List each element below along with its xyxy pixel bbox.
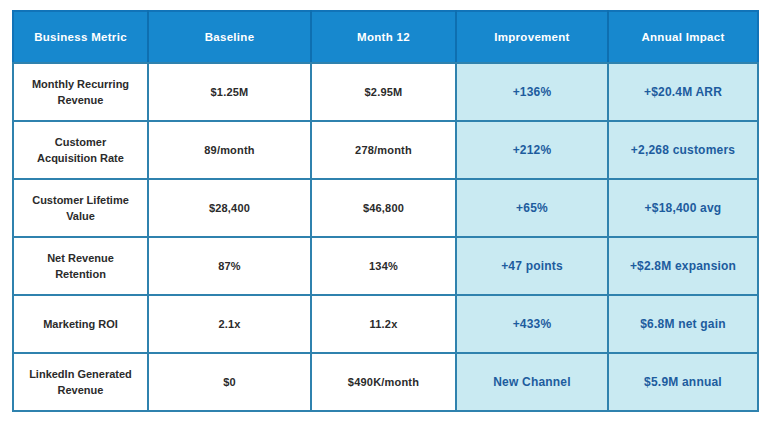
cell-impact: +$2.8M expansion: [608, 237, 758, 295]
cell-month12: 11.2x: [311, 295, 456, 353]
cell-improvement: +433%: [456, 295, 608, 353]
cell-impact: $6.8M net gain: [608, 295, 758, 353]
cell-improvement: +47 points: [456, 237, 608, 295]
cell-improvement: New Channel: [456, 353, 608, 411]
cell-baseline: $28,400: [148, 179, 311, 237]
cell-month12: 278/month: [311, 121, 456, 179]
header-improvement: Improvement: [456, 11, 608, 63]
header-row: Business Metric Baseline Month 12 Improv…: [13, 11, 758, 63]
cell-impact: +$20.4M ARR: [608, 63, 758, 121]
cell-impact: +$18,400 avg: [608, 179, 758, 237]
table-row: LinkedIn Generated Revenue $0 $490K/mont…: [13, 353, 758, 411]
table-row: Customer Acquisition Rate 89/month 278/m…: [13, 121, 758, 179]
header-month-12: Month 12: [311, 11, 456, 63]
cell-metric: Marketing ROI: [13, 295, 148, 353]
cell-baseline: 89/month: [148, 121, 311, 179]
cell-impact: +2,268 customers: [608, 121, 758, 179]
cell-month12: $490K/month: [311, 353, 456, 411]
cell-metric: Customer Lifetime Value: [13, 179, 148, 237]
table-row: Net Revenue Retention 87% 134% +47 point…: [13, 237, 758, 295]
cell-month12: $46,800: [311, 179, 456, 237]
cell-metric: Net Revenue Retention: [13, 237, 148, 295]
cell-impact: $5.9M annual: [608, 353, 758, 411]
cell-baseline: 87%: [148, 237, 311, 295]
cell-month12: $2.95M: [311, 63, 456, 121]
cell-metric: Customer Acquisition Rate: [13, 121, 148, 179]
cell-metric: Monthly Recurring Revenue: [13, 63, 148, 121]
metrics-table: Business Metric Baseline Month 12 Improv…: [12, 10, 759, 412]
table-row: Monthly Recurring Revenue $1.25M $2.95M …: [13, 63, 758, 121]
table-row: Marketing ROI 2.1x 11.2x +433% $6.8M net…: [13, 295, 758, 353]
cell-improvement: +136%: [456, 63, 608, 121]
cell-baseline: $1.25M: [148, 63, 311, 121]
cell-baseline: 2.1x: [148, 295, 311, 353]
cell-metric: LinkedIn Generated Revenue: [13, 353, 148, 411]
cell-month12: 134%: [311, 237, 456, 295]
header-business-metric: Business Metric: [13, 11, 148, 63]
header-annual-impact: Annual Impact: [608, 11, 758, 63]
table-row: Customer Lifetime Value $28,400 $46,800 …: [13, 179, 758, 237]
header-baseline: Baseline: [148, 11, 311, 63]
cell-improvement: +65%: [456, 179, 608, 237]
cell-baseline: $0: [148, 353, 311, 411]
cell-improvement: +212%: [456, 121, 608, 179]
business-metrics-table: Business Metric Baseline Month 12 Improv…: [12, 10, 757, 412]
